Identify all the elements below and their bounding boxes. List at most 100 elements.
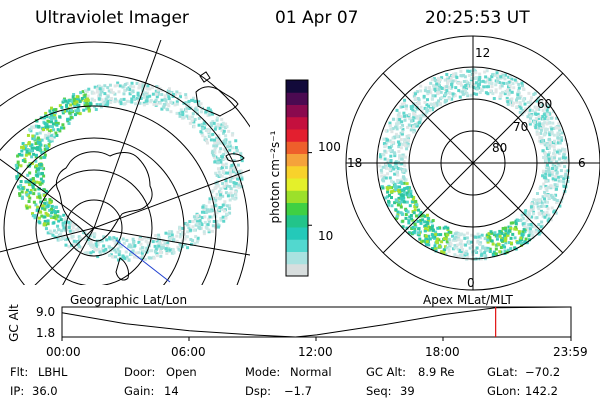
auroral-emission-pixel xyxy=(474,235,478,239)
auroral-emission-pixel xyxy=(499,75,503,79)
auroral-emission-pixel xyxy=(35,173,39,177)
auroral-emission-pixel xyxy=(58,104,62,108)
auroral-emission-pixel xyxy=(487,232,491,236)
auroral-emission-pixel xyxy=(462,250,466,254)
auroral-emission-pixel xyxy=(61,109,65,113)
auroral-emission-pixel xyxy=(154,89,158,93)
auroral-emission-pixel xyxy=(85,107,89,111)
auroral-emission-pixel xyxy=(131,237,135,241)
mlat-label-80: 80 xyxy=(492,141,508,155)
auroral-emission-pixel xyxy=(143,236,147,240)
auroral-emission-pixel xyxy=(424,226,428,230)
auroral-emission-pixel xyxy=(555,150,559,154)
auroral-emission-pixel xyxy=(220,206,224,210)
auroral-emission-pixel xyxy=(71,95,75,99)
auroral-emission-pixel xyxy=(528,120,532,124)
auroral-emission-pixel xyxy=(219,147,223,151)
auroral-emission-pixel xyxy=(546,186,550,190)
auroral-emission-pixel xyxy=(224,216,228,220)
auroral-emission-pixel xyxy=(402,101,406,105)
auroral-emission-pixel xyxy=(220,155,224,159)
auroral-emission-pixel xyxy=(405,200,409,204)
colorbar-segment xyxy=(286,153,308,167)
auroral-emission-pixel xyxy=(224,148,228,152)
auroral-emission-pixel xyxy=(20,149,24,153)
auroral-emission-pixel xyxy=(401,127,405,131)
auroral-emission-pixel xyxy=(535,216,539,220)
auroral-emission-pixel xyxy=(527,91,531,95)
auroral-emission-pixel xyxy=(229,187,233,191)
auroral-emission-pixel xyxy=(527,228,531,232)
auroral-emission-pixel xyxy=(411,125,415,129)
auroral-emission-pixel xyxy=(442,251,446,255)
auroral-emission-pixel xyxy=(543,117,547,121)
auroral-emission-pixel xyxy=(411,197,415,201)
auroral-emission-pixel xyxy=(387,203,391,207)
auroral-emission-pixel xyxy=(223,200,227,204)
auroral-emission-pixel xyxy=(515,98,519,102)
auroral-emission-pixel xyxy=(148,94,152,98)
auroral-emission-pixel xyxy=(557,175,561,179)
auroral-emission-pixel xyxy=(401,142,405,146)
auroral-emission-pixel xyxy=(210,151,214,155)
mode-label: Mode: xyxy=(245,365,281,379)
auroral-emission-pixel xyxy=(517,91,521,95)
auroral-emission-pixel xyxy=(216,161,220,165)
auroral-emission-pixel xyxy=(400,132,404,136)
auroral-emission-pixel xyxy=(210,205,214,209)
auroral-emission-pixel xyxy=(508,87,512,91)
auroral-emission-pixel xyxy=(459,239,463,243)
auroral-emission-pixel xyxy=(73,104,77,108)
auroral-emission-pixel xyxy=(106,101,110,105)
auroral-emission-pixel xyxy=(521,108,525,112)
auroral-emission-pixel xyxy=(557,141,561,145)
auroral-emission-pixel xyxy=(203,137,207,141)
auroral-emission-pixel xyxy=(436,77,440,81)
auroral-emission-pixel xyxy=(388,124,392,128)
auroral-emission-pixel xyxy=(532,121,536,125)
auroral-emission-pixel xyxy=(425,220,429,224)
auroral-emission-pixel xyxy=(176,245,180,249)
auroral-emission-pixel xyxy=(530,96,534,100)
auroral-emission-pixel xyxy=(449,86,453,90)
auroral-emission-pixel xyxy=(483,251,487,255)
auroral-emission-pixel xyxy=(157,241,161,245)
auroral-emission-pixel xyxy=(417,116,421,120)
auroral-emission-pixel xyxy=(69,116,73,120)
auroral-emission-pixel xyxy=(220,117,224,121)
auroral-emission-pixel xyxy=(192,125,196,129)
auroral-emission-pixel xyxy=(555,199,559,203)
auroral-emission-pixel xyxy=(215,118,219,122)
auroral-emission-pixel xyxy=(161,246,165,250)
auroral-emission-pixel xyxy=(519,218,523,222)
auroral-emission-pixel xyxy=(382,137,386,141)
auroral-emission-pixel xyxy=(24,153,28,157)
auroral-emission-pixel xyxy=(475,250,479,254)
auroral-emission-pixel xyxy=(530,202,534,206)
auroral-emission-pixel xyxy=(212,220,216,224)
auroral-emission-pixel xyxy=(423,214,427,218)
auroral-emission-pixel xyxy=(217,137,221,141)
auroral-emission-pixel xyxy=(566,169,570,173)
auroral-emission-pixel xyxy=(43,219,47,223)
auroral-emission-pixel xyxy=(547,196,551,200)
auroral-emission-pixel xyxy=(414,92,418,96)
auroral-emission-pixel xyxy=(109,253,113,257)
auroral-emission-pixel xyxy=(464,89,468,93)
auroral-emission-pixel xyxy=(421,113,425,117)
auroral-emission-pixel xyxy=(555,166,559,170)
auroral-emission-pixel xyxy=(456,247,460,251)
auroral-emission-pixel xyxy=(484,75,488,79)
auroral-emission-pixel xyxy=(231,166,235,170)
auroral-emission-pixel xyxy=(538,136,542,140)
auroral-emission-pixel xyxy=(507,85,511,89)
auroral-emission-pixel xyxy=(44,211,48,215)
auroral-emission-pixel xyxy=(438,78,442,82)
auroral-emission-pixel xyxy=(466,94,470,98)
auroral-emission-pixel xyxy=(195,222,199,226)
auroral-emission-pixel xyxy=(430,108,434,112)
auroral-emission-pixel xyxy=(219,173,223,177)
auroral-emission-pixel xyxy=(554,187,558,191)
auroral-emission-pixel xyxy=(68,229,72,233)
auroral-emission-pixel xyxy=(563,148,567,152)
